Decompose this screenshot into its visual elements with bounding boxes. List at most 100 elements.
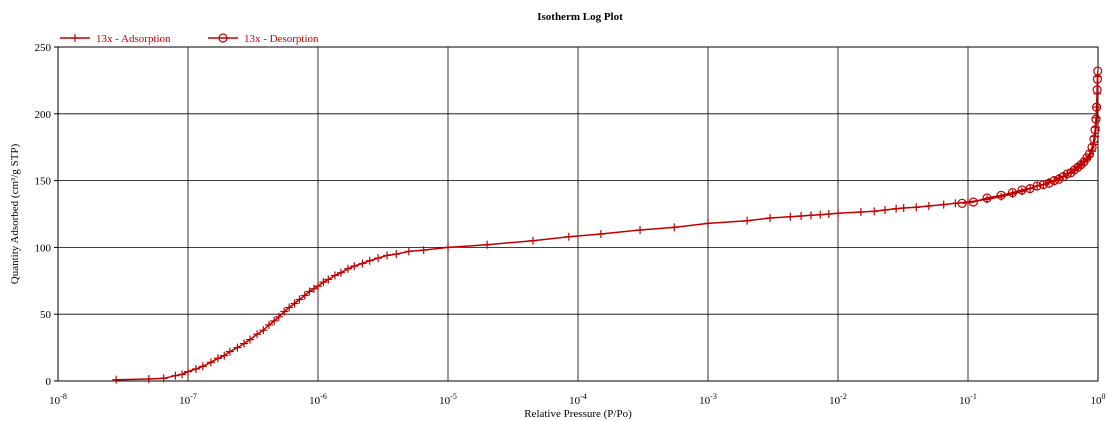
adsorption-point	[939, 200, 948, 209]
y-tick-label: 150	[35, 176, 52, 188]
desorption-point	[1076, 159, 1086, 170]
desorption-point	[1079, 157, 1089, 167]
x-tick-label: 10-8	[49, 392, 67, 407]
adsorption-point	[305, 287, 314, 296]
adsorption-point	[365, 256, 374, 265]
adsorption-point	[198, 362, 207, 371]
adsorption-point	[191, 364, 200, 373]
adsorption-point	[112, 375, 121, 384]
adsorption-point	[670, 223, 679, 232]
adsorption-point	[912, 203, 921, 212]
y-tick-label: 0	[46, 376, 52, 388]
y-tick-label: 50	[40, 309, 52, 321]
adsorption-point	[358, 259, 367, 268]
adsorption-point	[743, 216, 752, 225]
adsorption-point	[856, 207, 865, 216]
adsorption-point	[270, 316, 279, 325]
adsorption-point	[483, 240, 492, 249]
adsorption-point	[766, 214, 775, 223]
chart-title: Isotherm Log Plot	[537, 11, 623, 23]
x-tick-label: 10-6	[309, 392, 327, 407]
legend: 13x - Adsorption 13x - Desorption	[60, 33, 319, 45]
x-tick-label: 10-1	[959, 392, 977, 407]
adsorption-point	[184, 367, 192, 376]
adsorption-point	[274, 312, 283, 321]
adsorption-point	[178, 370, 187, 379]
x-tick-label: 10-4	[569, 392, 587, 407]
adsorption-point	[285, 303, 294, 312]
adsorption-point	[807, 211, 816, 220]
adsorption-point	[392, 250, 401, 259]
adsorption-point	[319, 278, 328, 287]
adsorption-point	[881, 205, 890, 214]
adsorption-point	[265, 320, 274, 329]
adsorption-point	[899, 203, 908, 212]
desorption-point	[1091, 114, 1101, 124]
adsorption-point	[259, 326, 268, 335]
adsorption-point	[171, 371, 180, 380]
adsorption-point	[596, 230, 605, 239]
desorption-point	[1092, 74, 1103, 84]
adsorption-point	[834, 209, 842, 218]
adsorption-point	[144, 374, 153, 383]
adsorption-point	[870, 207, 879, 216]
legend-label: 13x - Adsorption	[96, 33, 171, 45]
x-axis-label: Relative Pressure (P/Po)	[524, 408, 632, 420]
desorption-point	[1044, 178, 1054, 188]
x-tick-label: 100	[1091, 392, 1106, 407]
adsorption-point	[564, 232, 573, 241]
adsorption-point	[213, 354, 222, 363]
legend-item-desorption: 13x - Desorption	[208, 33, 319, 45]
desorption-point	[968, 197, 978, 207]
desorption-point	[1090, 125, 1100, 135]
legend-item-adsorption: 13x - Adsorption	[60, 33, 171, 45]
y-tick-label: 100	[35, 242, 52, 254]
adsorption-point	[704, 219, 712, 228]
adsorption-point	[528, 236, 537, 245]
desorption-point	[1066, 167, 1076, 178]
desorption-point	[1092, 85, 1102, 95]
x-tick-labels: 10-8 10-7 10-6 10-5 10-4 10-3 10-2 10-1 100	[49, 392, 1105, 407]
adsorption-point	[206, 358, 215, 367]
adsorption-point	[159, 374, 168, 383]
adsorption-point	[786, 212, 795, 221]
adsorption-point	[330, 271, 339, 280]
legend-label: 13x - Desorption	[244, 33, 319, 45]
adsorption-point	[1093, 103, 1102, 112]
desorption-point	[957, 198, 967, 208]
adsorption-point	[309, 284, 318, 293]
x-tick-label: 10-5	[439, 392, 457, 407]
adsorption-point	[233, 343, 242, 352]
grid-lines	[58, 47, 1098, 381]
desorption-point	[1049, 176, 1059, 186]
adsorption-point	[295, 295, 304, 304]
adsorption-point	[290, 299, 299, 308]
adsorption-point	[1026, 184, 1035, 193]
desorption-point	[1038, 180, 1048, 190]
y-tick-label: 200	[35, 109, 52, 121]
adsorption-point	[636, 226, 645, 235]
desorption-point	[996, 190, 1006, 200]
desorption-point	[1007, 188, 1018, 198]
x-tick-label: 10-3	[699, 392, 717, 407]
adsorption-point	[892, 204, 901, 213]
x-tick-label: 10-2	[829, 392, 847, 407]
y-tick-label: 250	[35, 42, 52, 54]
adsorption-point	[797, 212, 806, 221]
adsorption-point	[404, 247, 413, 256]
adsorption-point	[924, 201, 933, 210]
adsorption-point	[1089, 140, 1098, 149]
adsorption-point	[824, 210, 833, 218]
adsorption-point	[816, 210, 825, 219]
adsorption-point	[383, 251, 392, 260]
adsorption-point	[336, 268, 345, 277]
adsorption-point	[240, 339, 249, 348]
adsorption-point	[246, 335, 255, 344]
y-axis-label: Quantity Adsorbed (cm³/g STP)	[9, 143, 21, 284]
adsorption-point	[350, 262, 359, 271]
plot-frame	[57, 46, 1099, 382]
adsorption-point	[374, 254, 383, 263]
adsorption-point	[280, 307, 289, 316]
y-tick-labels: 0 50 100 150 200 250	[35, 42, 58, 388]
